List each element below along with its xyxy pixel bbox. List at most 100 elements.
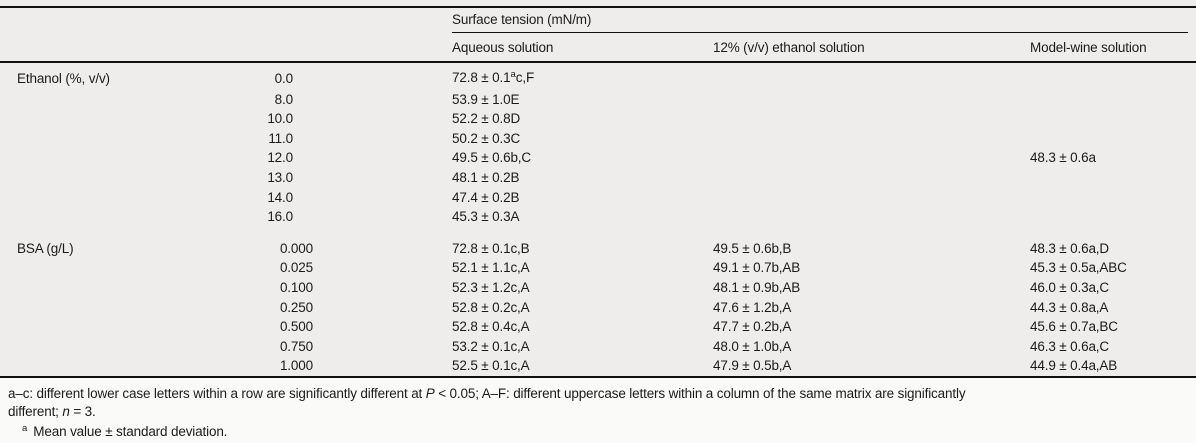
footnote-italic-symbol: P bbox=[425, 385, 435, 401]
table-cell: 52.8 ± 0.4c,A bbox=[452, 319, 530, 335]
table-cell bbox=[898, 62, 1196, 90]
table-row: 12.0 49.5 ± 0.6b,C 48.3 ± 0.6a bbox=[0, 148, 1196, 168]
dose-value: 0.000 bbox=[279, 240, 313, 256]
table-cell bbox=[581, 168, 898, 188]
row-group-label bbox=[0, 258, 240, 278]
surface-tension-table: Surface tension (mN/m) Aqueous solution … bbox=[0, 6, 1196, 378]
table-cell bbox=[898, 188, 1196, 208]
table-region: Surface tension (mN/m) Aqueous solution … bbox=[0, 0, 1196, 378]
table-row: BSA (g/L) 0.000 72.8 ± 0.1c,B 49.5 ± 0.6b,B… bbox=[0, 239, 1196, 259]
group-header-underline: Surface tension (mN/m) bbox=[452, 12, 1189, 33]
table-cell: 47.6 ± 1.2b,A bbox=[713, 299, 792, 315]
table-cell: 48.1 ± 0.2B bbox=[452, 169, 520, 185]
table-cell: 44.3 ± 0.8a,A bbox=[1030, 299, 1109, 315]
table-row: 0.750 53.2 ± 0.1c,A 48.0 ± 1.0b,A 46.3 ± 0.… bbox=[0, 337, 1196, 357]
row-group-label bbox=[0, 90, 240, 110]
table-cell bbox=[581, 148, 898, 168]
empty-cell bbox=[240, 33, 320, 63]
dose-value: 10.0 bbox=[267, 111, 293, 127]
column-header-aqueous: Aqueous solution bbox=[320, 33, 581, 63]
table-row: Ethanol (%, v/v) 0.0 72.8 ± 0.1ac,F bbox=[0, 62, 1196, 90]
row-group-label: Ethanol (%, v/v) bbox=[17, 71, 110, 86]
group-header-cell: Surface tension (mN/m) bbox=[320, 7, 1196, 33]
table-cell: 52.3 ± 1.2c,A bbox=[452, 279, 530, 295]
table-row: 8.0 53.9 ± 1.0E bbox=[0, 90, 1196, 110]
surface-tension-header: Surface tension (mN/m) bbox=[452, 12, 592, 27]
table-row: 0.500 52.8 ± 0.4c,A 47.7 ± 0.2b,A 45.6 ± 0.… bbox=[0, 317, 1196, 337]
row-group-label bbox=[0, 356, 240, 377]
table-cell: 47.9 ± 0.5b,A bbox=[713, 358, 792, 374]
footnote-mean-value: a Mean value ± standard deviation. bbox=[8, 423, 1188, 443]
footnote-italic-symbol: n bbox=[62, 404, 70, 420]
table-cell: 48.3 ± 0.6a,D bbox=[1030, 240, 1110, 256]
table-row: 0.025 52.1 ± 1.1c,A 49.1 ± 0.7b,AB 45.3 ± 0… bbox=[0, 258, 1196, 278]
table-cell bbox=[898, 109, 1196, 129]
table-cell: 53.9 ± 1.0E bbox=[452, 91, 520, 107]
dose-value: 0.0 bbox=[274, 71, 293, 86]
table-cell: 46.0 ± 0.3a,C bbox=[1030, 279, 1110, 295]
table-cell: 44.9 ± 0.4a,AB bbox=[1030, 358, 1118, 374]
table-row: 11.0 50.2 ± 0.3C bbox=[0, 129, 1196, 149]
dose-value: 0.250 bbox=[279, 299, 313, 315]
table-cell: 47.7 ± 0.2b,A bbox=[713, 319, 792, 335]
footnote-significance: a–c: different lower case letters within… bbox=[8, 385, 1188, 422]
table-row: 16.0 45.3 ± 0.3A bbox=[0, 207, 1196, 227]
dose-value: 12.0 bbox=[267, 150, 293, 166]
table-cell: 49.1 ± 0.7b,AB bbox=[713, 260, 801, 276]
row-group-label bbox=[0, 168, 240, 188]
dose-value: 1.000 bbox=[279, 358, 313, 374]
table-cell: 48.0 ± 1.0b,A bbox=[713, 338, 792, 354]
empty-cell bbox=[0, 7, 240, 33]
dose-value: 0.100 bbox=[279, 279, 313, 295]
table-cell: 48.3 ± 0.6a bbox=[1030, 150, 1096, 166]
dose-value: 8.0 bbox=[274, 91, 293, 107]
dose-value: 0.750 bbox=[279, 338, 313, 354]
table-cell: 72.8 ± 0.1ac,F bbox=[452, 69, 535, 85]
table-row: 13.0 48.1 ± 0.2B bbox=[0, 168, 1196, 188]
row-group-label bbox=[0, 317, 240, 337]
row-group-label bbox=[0, 109, 240, 129]
table-row: 0.100 52.3 ± 1.2c,A 48.1 ± 0.9b,AB 46.0 ± 0… bbox=[0, 278, 1196, 298]
spacer-cell bbox=[0, 227, 1196, 239]
table-cell bbox=[581, 109, 898, 129]
footnote-text: a–c: different lower case letters within… bbox=[8, 385, 426, 401]
row-group-label bbox=[0, 129, 240, 149]
table-cell: 47.4 ± 0.2B bbox=[452, 189, 520, 205]
table-cell: 52.2 ± 0.8D bbox=[452, 111, 521, 127]
footnote-marker-a: a bbox=[22, 422, 28, 434]
table-row: 10.0 52.2 ± 0.8D bbox=[0, 109, 1196, 129]
column-header-model-wine: Model-wine solution bbox=[898, 33, 1196, 63]
row-group-label bbox=[0, 337, 240, 357]
table-cell: 53.2 ± 0.1c,A bbox=[452, 338, 530, 354]
table-cell: 52.8 ± 0.2c,A bbox=[452, 299, 530, 315]
table-group-header-row: Surface tension (mN/m) bbox=[0, 7, 1196, 33]
table-row: 0.250 52.8 ± 0.2c,A 47.6 ± 1.2b,A 44.3 ± 0.… bbox=[0, 298, 1196, 318]
superscript-footnote-marker: a bbox=[510, 69, 516, 80]
table-row: 14.0 47.4 ± 0.2B bbox=[0, 188, 1196, 208]
table-cell bbox=[898, 129, 1196, 149]
row-group-label: BSA (g/L) bbox=[17, 240, 74, 256]
dose-value: 0.500 bbox=[279, 319, 313, 335]
table-cell bbox=[581, 129, 898, 149]
table-cell: 50.2 ± 0.3C bbox=[452, 130, 521, 146]
row-group-label bbox=[0, 188, 240, 208]
table-cell bbox=[898, 207, 1196, 227]
table-cell: 52.5 ± 0.1c,A bbox=[452, 358, 530, 374]
table-cell: 49.5 ± 0.6b,B bbox=[713, 240, 792, 256]
table-cell: 72.8 ± 0.1c,B bbox=[452, 240, 530, 256]
table-body: Ethanol (%, v/v) 0.0 72.8 ± 0.1ac,F 8.0 53.9… bbox=[0, 62, 1196, 377]
table-cell bbox=[581, 188, 898, 208]
row-group-label bbox=[0, 278, 240, 298]
footnote-text: < 0.05; A–F: different uppercase letters… bbox=[434, 385, 966, 401]
table-cell: 45.6 ± 0.7a,BC bbox=[1030, 319, 1118, 335]
row-group-label bbox=[0, 148, 240, 168]
table-cell: 46.3 ± 0.6a,C bbox=[1030, 338, 1110, 354]
section-spacer bbox=[0, 227, 1196, 239]
dose-value: 14.0 bbox=[267, 189, 293, 205]
table-subheader-row: Aqueous solution 12% (v/v) ethanol solut… bbox=[0, 33, 1196, 63]
table-cell bbox=[898, 168, 1196, 188]
footnote-text: different; bbox=[8, 404, 63, 420]
table-cell: 49.5 ± 0.6b,C bbox=[452, 150, 532, 166]
dose-value: 13.0 bbox=[267, 169, 293, 185]
column-header-ethanol12: 12% (v/v) ethanol solution bbox=[581, 33, 898, 63]
